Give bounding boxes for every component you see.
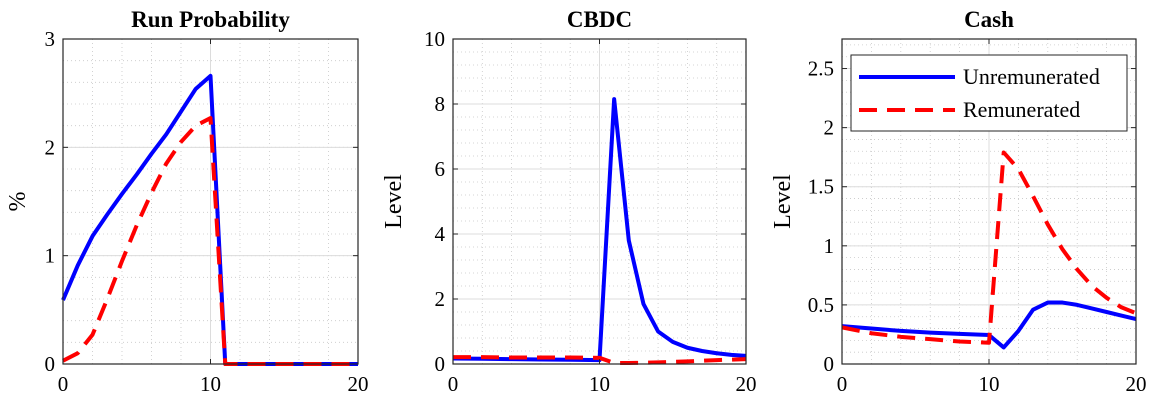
legend-box xyxy=(850,54,1128,132)
panel-2: 0 10 20 0 2 4 6 8 10 CBDC Level xyxy=(381,7,757,396)
chart-title: Cash xyxy=(964,7,1014,32)
y-tick-label: 3 xyxy=(45,27,56,51)
y-axis-label: Level xyxy=(770,174,796,229)
y-tick-label: 1.5 xyxy=(808,175,834,199)
y-tick-label: 0 xyxy=(45,352,56,376)
series-group xyxy=(841,150,1137,350)
panel-1: 0 10 20 0 1 2 3 Run Probability% xyxy=(5,7,369,396)
legend-label: Unremunerated xyxy=(963,64,1100,89)
series-line-remunerated xyxy=(841,150,1137,345)
y-tick-label: 2.5 xyxy=(808,57,834,81)
x-tick-label: 10 xyxy=(589,372,610,396)
x-tick-label: 20 xyxy=(736,372,757,396)
y-tick-label: 2 xyxy=(45,135,56,159)
y-tick-label: 0 xyxy=(824,352,835,376)
y-tick-label: 2 xyxy=(824,116,835,140)
chart-title: CBDC xyxy=(567,7,632,32)
chart-title: Run Probability xyxy=(131,7,290,32)
ticks: 0 10 20 0 0.5 1 1.5 2 2.5 xyxy=(808,39,1147,396)
x-tick-label: 20 xyxy=(1126,372,1147,396)
y-tick-label: 10 xyxy=(424,27,445,51)
y-tick-label: 0.5 xyxy=(808,293,834,317)
x-tick-label: 0 xyxy=(837,372,848,396)
ticks: 0 10 20 0 1 2 3 xyxy=(45,27,369,396)
x-tick-label: 10 xyxy=(200,372,221,396)
x-tick-label: 10 xyxy=(979,372,1000,396)
x-tick-label: 20 xyxy=(348,372,369,396)
legend-label: Remunerated xyxy=(963,97,1080,122)
x-tick-label: 0 xyxy=(58,372,69,396)
y-tick-label: 6 xyxy=(435,157,446,181)
x-tick-label: 0 xyxy=(448,372,459,396)
y-tick-label: 2 xyxy=(435,287,446,311)
series-line-unremunerated xyxy=(841,300,1137,350)
y-tick-label: 1 xyxy=(45,244,56,268)
y-tick-label: 1 xyxy=(824,234,835,258)
y-tick-label: 4 xyxy=(435,222,446,246)
y-axis-label: % xyxy=(5,192,31,212)
series-group xyxy=(452,97,747,366)
legend: Unremunerated Remunerated xyxy=(850,54,1128,132)
y-axis-label: Level xyxy=(381,174,407,229)
y-tick-label: 8 xyxy=(435,92,446,116)
y-tick-label: 0 xyxy=(435,352,446,376)
series-line-remunerated xyxy=(453,355,747,366)
ticks: 0 10 20 0 2 4 6 8 10 xyxy=(424,27,757,396)
